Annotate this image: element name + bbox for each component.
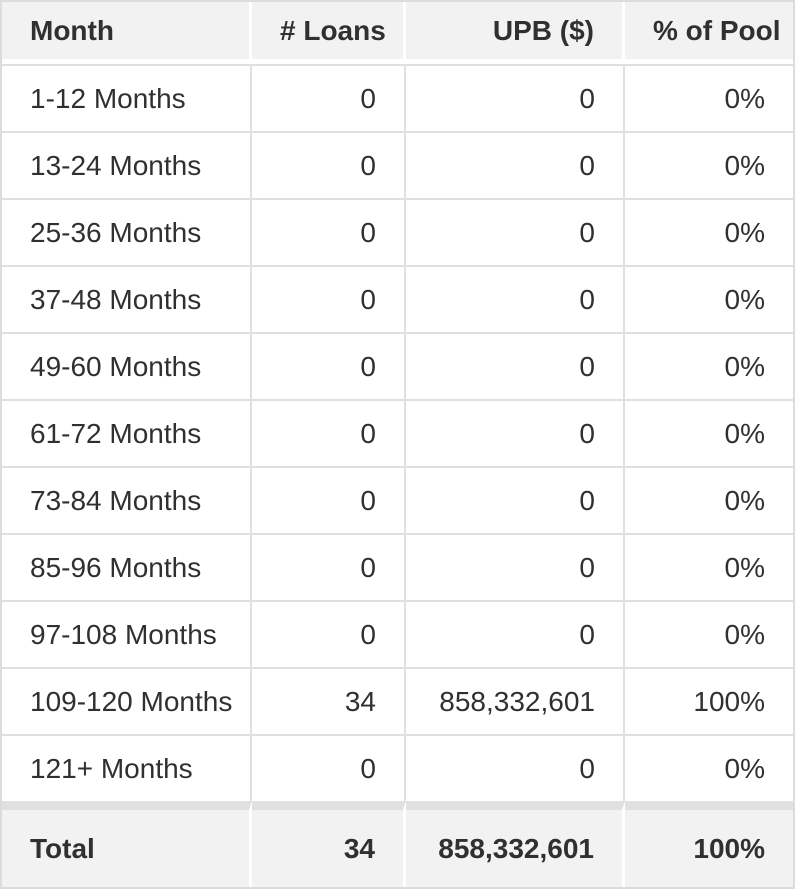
pct-cell: 0% — [625, 600, 793, 667]
loans-cell: 0 — [252, 64, 406, 131]
loans-cell: 0 — [252, 600, 406, 667]
upb-cell: 0 — [406, 734, 625, 801]
loans-cell: 0 — [252, 533, 406, 600]
table-row: 109-120 Months 34 858,332,601 100% — [2, 667, 793, 734]
pct-cell: 0% — [625, 64, 793, 131]
upb-cell: 858,332,601 — [406, 667, 625, 734]
month-cell: 61-72 Months — [2, 399, 252, 466]
month-cell: 13-24 Months — [2, 131, 252, 198]
table-row: 13-24 Months 0 0 0% — [2, 131, 793, 198]
table-row: 25-36 Months 0 0 0% — [2, 198, 793, 265]
total-pct-cell: 100% — [625, 801, 793, 887]
pct-cell: 0% — [625, 466, 793, 533]
loans-cell: 0 — [252, 265, 406, 332]
upb-cell: 0 — [406, 332, 625, 399]
upb-cell: 0 — [406, 533, 625, 600]
total-label-cell: Total — [2, 801, 252, 887]
table-row: 121+ Months 0 0 0% — [2, 734, 793, 801]
month-cell: 109-120 Months — [2, 667, 252, 734]
upb-cell: 0 — [406, 198, 625, 265]
table-row: 49-60 Months 0 0 0% — [2, 332, 793, 399]
loans-cell: 0 — [252, 399, 406, 466]
header-row: Month # Loans UPB ($) % of Pool — [2, 2, 793, 64]
month-cell: 85-96 Months — [2, 533, 252, 600]
table-row: 37-48 Months 0 0 0% — [2, 265, 793, 332]
table-body: 1-12 Months 0 0 0% 13-24 Months 0 0 0% 25-36 Mon… — [2, 64, 793, 801]
month-cell: 1-12 Months — [2, 64, 252, 131]
month-cell: 97-108 Months — [2, 600, 252, 667]
table-row: 61-72 Months 0 0 0% — [2, 399, 793, 466]
month-cell: 49-60 Months — [2, 332, 252, 399]
pct-cell: 0% — [625, 332, 793, 399]
upb-cell: 0 — [406, 131, 625, 198]
pct-cell: 0% — [625, 399, 793, 466]
loans-cell: 34 — [252, 667, 406, 734]
column-header-pct: % of Pool — [625, 2, 793, 64]
table-row: 97-108 Months 0 0 0% — [2, 600, 793, 667]
upb-cell: 0 — [406, 265, 625, 332]
loans-cell: 0 — [252, 734, 406, 801]
month-cell: 37-48 Months — [2, 265, 252, 332]
loans-cell: 0 — [252, 131, 406, 198]
upb-cell: 0 — [406, 600, 625, 667]
table-row: 85-96 Months 0 0 0% — [2, 533, 793, 600]
month-cell: 25-36 Months — [2, 198, 252, 265]
month-cell: 121+ Months — [2, 734, 252, 801]
upb-cell: 0 — [406, 466, 625, 533]
pct-cell: 0% — [625, 734, 793, 801]
loans-cell: 0 — [252, 332, 406, 399]
pct-cell: 0% — [625, 131, 793, 198]
pct-cell: 0% — [625, 533, 793, 600]
upb-cell: 0 — [406, 399, 625, 466]
total-row: Total 34 858,332,601 100% — [2, 801, 793, 887]
table-row: 1-12 Months 0 0 0% — [2, 64, 793, 131]
table-header: Month # Loans UPB ($) % of Pool — [2, 2, 793, 64]
upb-cell: 0 — [406, 64, 625, 131]
pct-cell: 100% — [625, 667, 793, 734]
total-upb-cell: 858,332,601 — [406, 801, 625, 887]
month-cell: 73-84 Months — [2, 466, 252, 533]
table-footer: Total 34 858,332,601 100% — [2, 801, 793, 887]
loans-cell: 0 — [252, 198, 406, 265]
loans-cell: 0 — [252, 466, 406, 533]
column-header-month: Month — [2, 2, 252, 64]
column-header-loans: # Loans — [252, 2, 406, 64]
total-loans-cell: 34 — [252, 801, 406, 887]
column-header-upb: UPB ($) — [406, 2, 625, 64]
pct-cell: 0% — [625, 265, 793, 332]
pct-cell: 0% — [625, 198, 793, 265]
table-row: 73-84 Months 0 0 0% — [2, 466, 793, 533]
